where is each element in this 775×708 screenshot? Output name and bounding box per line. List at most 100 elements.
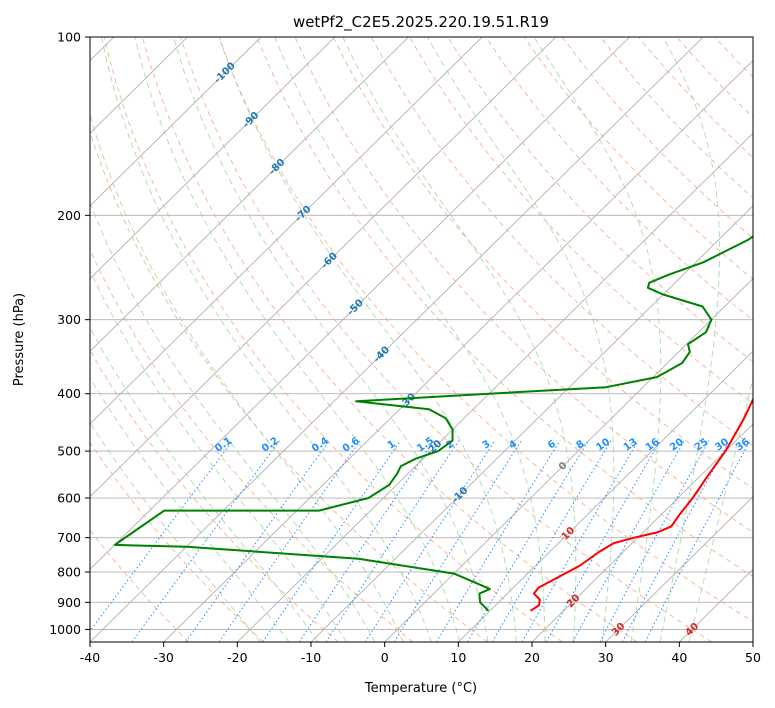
- dry-adiabat-line: [218, 37, 753, 623]
- isotherm-label: 40: [684, 621, 702, 639]
- moist-adiabat-line: [274, 37, 546, 642]
- dry-adiabat-line: [561, 37, 753, 239]
- mixing-ratio-line: [599, 440, 710, 642]
- x-tick-label: -30: [153, 650, 173, 665]
- y-tick-label: 300: [57, 312, 81, 327]
- y-tick-label: 500: [57, 444, 81, 459]
- x-tick-label: -20: [227, 650, 247, 665]
- dry-adiabat-line: [103, 37, 563, 642]
- mixing-ratio-line: [545, 440, 661, 642]
- dry-adiabat-line: [638, 37, 753, 159]
- isotherm-label: -40: [372, 344, 393, 365]
- y-tick-label: 400: [57, 386, 81, 401]
- moist-adiabat-line: [90, 376, 290, 642]
- dry-adiabat-line: [599, 37, 753, 199]
- mixing-ratio-line: [393, 440, 522, 642]
- x-tick-label: -40: [80, 650, 100, 665]
- isotherm-label: -80: [267, 157, 288, 178]
- y-axis-label: Pressure (hPa): [12, 293, 27, 386]
- mixing-ratio-line: [491, 440, 612, 642]
- moist-adiabat-line: [90, 326, 319, 642]
- dewpoint-line: [113, 235, 753, 612]
- isotherm-line: [90, 37, 630, 570]
- mixing-ratio-line: [325, 440, 460, 642]
- axis-ticks: -40 -30 -20 -10 0 10 20 30 40 5010020030040050060…: [49, 30, 761, 666]
- mixing-ratio-line: [572, 440, 685, 642]
- isotherm-line: [237, 132, 753, 642]
- isotherm-line: [531, 423, 753, 642]
- y-tick-label: 200: [57, 208, 81, 223]
- x-tick-label: 0: [381, 650, 389, 665]
- isotherm-line: [90, 37, 336, 280]
- isotherm-label: -90: [241, 110, 262, 131]
- mixing-ratio-line: [298, 440, 435, 642]
- x-tick-label: 30: [598, 650, 614, 665]
- dry-adiabat-line: [752, 37, 753, 38]
- isotherm-label: -60: [319, 251, 340, 272]
- mixing-ratio-label: 0.4: [310, 435, 331, 454]
- mixing-ratio-line: [90, 440, 234, 632]
- moist-adiabat-line: [427, 37, 615, 642]
- x-tick-label: -10: [301, 650, 321, 665]
- mixing-ratio-label: 0.1: [213, 435, 234, 454]
- mixing-ratio-label: 0.6: [341, 435, 362, 454]
- y-tick-label: 900: [57, 595, 81, 610]
- profile-lines: [113, 235, 753, 612]
- moist-adiabat-line: [101, 37, 432, 642]
- moist-adiabat-line: [219, 37, 517, 642]
- dry-adiabat-line: [256, 37, 753, 578]
- isotherm-line: [384, 278, 753, 642]
- isotherm-line: [90, 37, 262, 207]
- y-tick-label: 100: [57, 30, 81, 45]
- isotherm-label: 0: [557, 460, 570, 473]
- chart-title: wetPf2_C2E5.2025.220.19.51.R19: [293, 13, 549, 32]
- moist-adiabat-line: [90, 269, 347, 642]
- isotherm-label: -70: [293, 204, 314, 225]
- isotherm-line: [752, 641, 753, 642]
- dry-adiabat-line: [90, 529, 190, 642]
- dry-adiabat-line: [90, 349, 339, 642]
- isotherm-line: [458, 350, 753, 642]
- y-tick-label: 600: [57, 491, 81, 506]
- x-tick-label: 10: [450, 650, 466, 665]
- isotherm-label: 20: [565, 593, 583, 611]
- mixing-ratio-line: [467, 440, 589, 642]
- isotherm-line: [605, 496, 753, 642]
- isotherm-line: [163, 59, 753, 642]
- background-lines: [90, 37, 753, 642]
- isotherm-line: [90, 37, 409, 352]
- moist-adiabat-line: [659, 37, 721, 642]
- dry-adiabat-line: [180, 37, 712, 642]
- temperature-line: [529, 397, 753, 612]
- y-tick-label: 1000: [49, 622, 81, 637]
- plot-frame: [89, 36, 754, 643]
- dry-adiabat-line: [90, 441, 264, 642]
- isotherm-label: 30: [610, 621, 628, 639]
- x-tick-label: 40: [671, 650, 687, 665]
- mixing-ratio-label: 8: [575, 439, 587, 452]
- moist-adiabat-line: [342, 37, 577, 642]
- moist-adiabat-line: [134, 37, 461, 642]
- mixing-ratio-line: [644, 440, 751, 642]
- y-tick-label: 700: [57, 530, 81, 545]
- moist-adiabat-line: [688, 375, 753, 642]
- line-labels: 0.1 0.2 0.4 0.6 1 1.5 2 3 4 6 8 10 13 16 20 25 30 36-100-…: [212, 61, 752, 639]
- mixing-ratio-line: [435, 440, 561, 642]
- isotherm-line: [310, 205, 753, 642]
- mixing-ratio-label: 4: [507, 439, 519, 452]
- y-tick-label: 800: [57, 565, 81, 580]
- mixing-ratio-line: [521, 440, 639, 642]
- moist-adiabat-line: [173, 37, 489, 642]
- x-tick-label: 50: [745, 650, 761, 665]
- mixing-ratio-line: [364, 440, 496, 642]
- dry-adiabat-line: [523, 37, 753, 280]
- isotherm-line: [90, 37, 704, 642]
- dry-adiabat-line: [90, 248, 414, 642]
- dry-adiabat-line: [90, 130, 488, 642]
- dry-adiabat-line: [485, 37, 753, 321]
- isotherm-line: [90, 37, 483, 425]
- dry-adiabat-line: [332, 37, 753, 490]
- x-tick-label: 20: [524, 650, 540, 665]
- mixing-ratio-label: 6: [546, 439, 558, 452]
